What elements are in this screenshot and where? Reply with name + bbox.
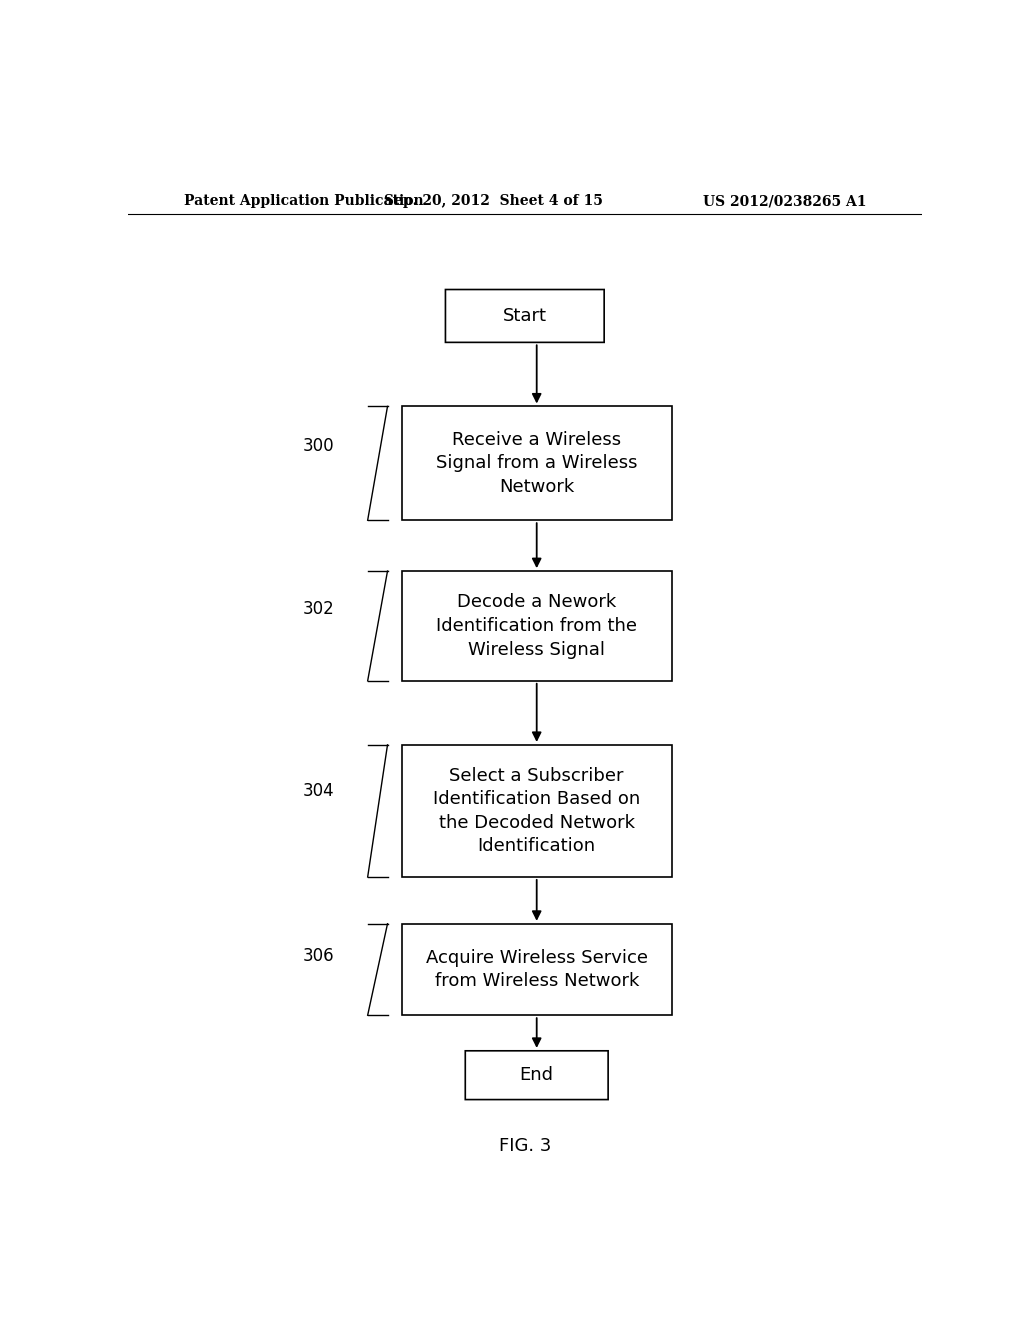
- Text: Start: Start: [503, 308, 547, 325]
- Text: 306: 306: [303, 946, 334, 965]
- Bar: [401, 744, 672, 876]
- Text: Sep. 20, 2012  Sheet 4 of 15: Sep. 20, 2012 Sheet 4 of 15: [384, 194, 602, 209]
- Text: FIG. 3: FIG. 3: [499, 1138, 551, 1155]
- Bar: [401, 407, 672, 520]
- Text: Acquire Wireless Service
from Wireless Network: Acquire Wireless Service from Wireless N…: [426, 949, 648, 990]
- Text: 300: 300: [303, 437, 334, 455]
- Text: Decode a Nework
Identification from the
Wireless Signal: Decode a Nework Identification from the …: [436, 594, 637, 659]
- Text: US 2012/0238265 A1: US 2012/0238265 A1: [702, 194, 866, 209]
- Text: End: End: [520, 1067, 554, 1084]
- Text: 302: 302: [302, 601, 334, 619]
- FancyBboxPatch shape: [465, 1051, 608, 1100]
- FancyBboxPatch shape: [445, 289, 604, 342]
- Text: 304: 304: [303, 783, 334, 800]
- Text: Patent Application Publication: Patent Application Publication: [183, 194, 423, 209]
- Bar: [401, 924, 672, 1015]
- Text: Select a Subscriber
Identification Based on
the Decoded Network
Identification: Select a Subscriber Identification Based…: [433, 767, 640, 855]
- Text: Receive a Wireless
Signal from a Wireless
Network: Receive a Wireless Signal from a Wireles…: [436, 430, 638, 496]
- Bar: [401, 572, 672, 681]
